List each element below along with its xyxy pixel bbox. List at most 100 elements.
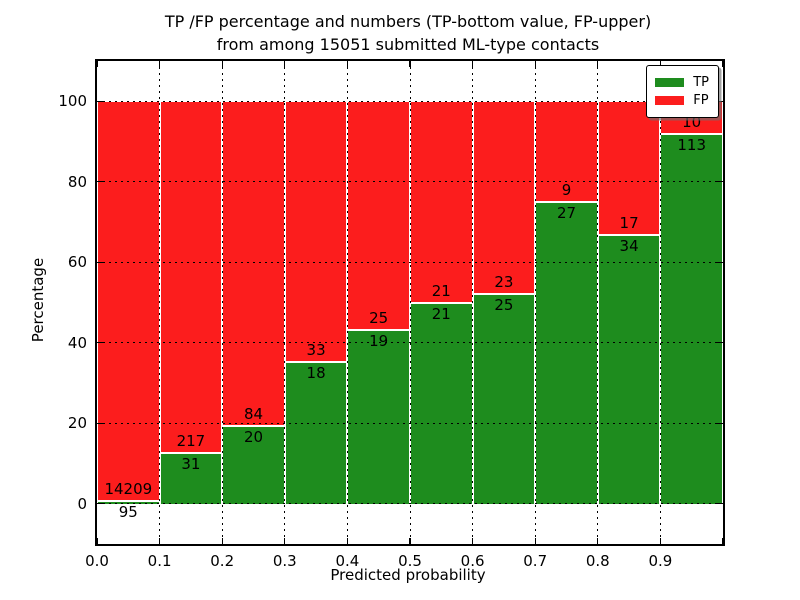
fp-count-label: 14209 [104,480,153,499]
fp-bar-segment [347,101,410,330]
y-tick-mark [717,261,723,263]
x-tick-label: 0.8 [585,552,610,570]
x-tick-mark [221,538,223,544]
tp-bar-segment [410,302,473,504]
y-tick-mark [97,503,103,505]
fp-count-label: 9 [561,180,572,199]
y-tick-mark [717,422,723,424]
y-tick-mark [97,100,103,102]
tp-count-label: 31 [181,455,201,474]
tp-count-label: 25 [494,296,514,315]
y-tick-mark [97,342,103,344]
x-tick-label: 0.1 [147,552,172,570]
y-tick-mark [97,261,103,263]
tp-count-label: 34 [619,237,639,256]
x-tick-mark [597,538,599,544]
fp-bar-segment [222,101,285,427]
x-axis-label: Predicted probability [330,566,486,584]
x-tick-mark [158,61,161,67]
fp-bar-segment [159,101,223,454]
tp-count-label: 95 [118,503,138,522]
legend: TP FP [646,65,719,118]
y-tick-label: 60 [67,253,87,272]
x-gridline [659,61,661,544]
x-tick-mark [409,61,411,67]
tp-count-label: 21 [431,304,451,323]
x-tick-mark [471,538,474,544]
fp-count-label: 25 [369,308,389,327]
x-tick-mark [597,61,599,67]
tp-bar-segment [472,294,536,504]
x-tick-mark [534,61,536,67]
x-tick-label: 0.9 [648,552,673,570]
tp-legend-label: TP [693,75,709,90]
x-gridline [159,61,161,544]
chart-title-line2: from among 15051 submitted ML-type conta… [216,35,600,54]
fp-legend-label: FP [693,93,709,108]
x-tick-label: 0.5 [398,552,422,570]
y-tick-mark [97,422,103,424]
y-tick-label: 20 [67,414,87,433]
x-gridline [597,61,599,544]
x-gridline [346,61,348,544]
x-gridline [409,61,411,544]
tp-bar-segment [222,426,285,504]
plot-area: TP FP 14209 95 217 31 84 20 33 18 25 19 21 21 23 25 9 2… [58,59,725,570]
y-tick-label: 80 [67,172,87,191]
x-tick-mark [96,538,98,544]
tp-bar-segment [597,235,661,504]
fp-legend-swatch [655,96,685,105]
tp-bar-segment [284,361,348,504]
y-tick-mark [717,503,723,505]
fp-count-label: 84 [243,405,264,424]
fp-bar-segment [410,101,473,303]
y-tick-mark [97,181,103,183]
x-tick-mark [158,538,161,544]
legend-item-fp: FP [655,93,709,108]
tp-count-label: 20 [243,428,264,447]
x-tick-mark [346,538,349,544]
x-gridline [221,61,223,544]
x-tick-label: 0.2 [210,552,235,570]
y-tick-mark [717,181,723,183]
x-tick-mark [722,538,724,544]
fp-bar-segment [97,101,160,502]
fp-count-label: 17 [619,214,639,233]
y-gridline [97,342,723,344]
x-tick-mark [96,61,98,67]
x-gridline [472,61,474,544]
x-tick-mark [659,61,662,67]
x-tick-mark [659,538,662,544]
x-tick-mark [346,61,349,67]
x-tick-label: 0.7 [523,552,548,570]
tp-count-label: 19 [369,331,389,350]
x-tick-mark [471,61,474,67]
tp-bar-segment [535,201,598,504]
tp-count-label: 113 [677,135,706,154]
y-gridline [97,422,723,424]
y-gridline [97,261,723,263]
x-tick-mark [284,61,286,67]
x-tick-mark [722,61,724,67]
x-tick-mark [534,538,536,544]
legend-item-tp: TP [655,75,709,90]
chart-title: TP /FP percentage and numbers (TP-bottom… [95,10,721,56]
y-tick-label: 100 [58,92,87,111]
fp-bar-segment [284,101,348,362]
x-tick-label: 0.6 [460,552,485,570]
tp-count-label: 27 [556,203,577,222]
y-tick-mark [717,100,723,102]
x-tick-mark [409,538,411,544]
tp-bar-segment [347,329,410,504]
x-tick-mark [284,538,286,544]
tp-bar-segment [660,133,723,504]
tp-legend-swatch [655,78,685,87]
fp-bar-segment [472,101,536,295]
chart-title-line1: TP /FP percentage and numbers (TP-bottom… [164,12,652,31]
x-tick-label: 0.3 [272,552,297,570]
fp-count-label: 23 [494,273,514,292]
y-gridline [97,181,723,183]
fp-count-label: 217 [176,432,206,451]
fp-count-label: 33 [306,340,326,359]
